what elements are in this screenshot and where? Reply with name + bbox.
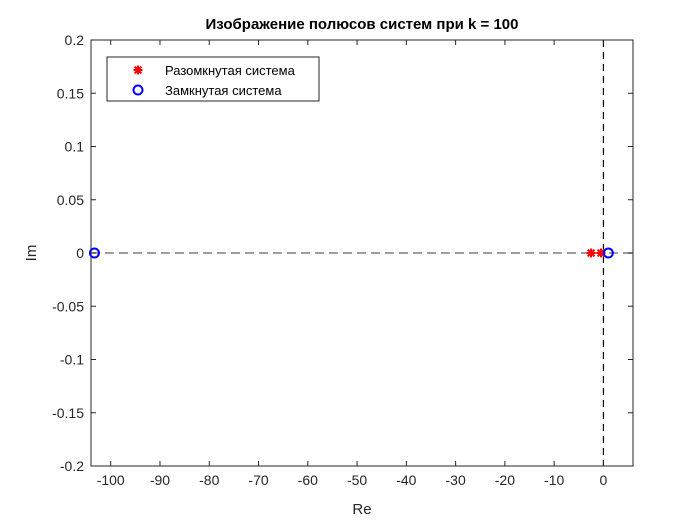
y-tick-label: 0.1 bbox=[65, 139, 85, 155]
x-tick-label: -20 bbox=[495, 472, 515, 488]
legend-marker-open-loop bbox=[133, 65, 143, 75]
legend-label-closed-loop: Замкнутая система bbox=[165, 83, 282, 98]
y-tick-label: -0.15 bbox=[52, 405, 84, 421]
asterisk-stroke bbox=[133, 65, 143, 75]
legend-circle-marker bbox=[132, 84, 144, 96]
x-tick-label: -100 bbox=[97, 472, 125, 488]
chart-title: Изображение полюсов систем при k = 100 bbox=[206, 16, 519, 33]
x-tick-label: -10 bbox=[544, 472, 564, 488]
x-tick-label: -70 bbox=[248, 472, 268, 488]
x-tick-label: -30 bbox=[446, 472, 466, 488]
x-tick-label: -80 bbox=[199, 472, 219, 488]
y-tick-label: 0.2 bbox=[65, 32, 85, 48]
data-marks bbox=[88, 247, 614, 259]
y-tick-label: 0.15 bbox=[57, 85, 84, 101]
legend-marker-closed-loop bbox=[132, 84, 144, 96]
legend-box bbox=[106, 56, 320, 102]
axis-ticks: -100 -90 -80 -70 -60 -50 -40 -30 -20 -10 00.20.150… bbox=[52, 32, 633, 488]
x-tick-label: -40 bbox=[396, 472, 416, 488]
asterisk-stroke bbox=[587, 248, 596, 258]
legend-label-open-loop: Разомкнутая система bbox=[165, 63, 296, 78]
legend: Разомкнутая система Замкнутая система bbox=[106, 56, 320, 102]
legend-asterisk-marker bbox=[133, 65, 143, 75]
x-tick-label: -50 bbox=[347, 472, 367, 488]
asterisk-stroke bbox=[596, 248, 606, 258]
y-tick-label: -0.2 bbox=[60, 458, 84, 474]
x-tick-label: 0 bbox=[600, 472, 608, 488]
y-tick-label: -0.1 bbox=[60, 352, 84, 368]
reference-lines bbox=[91, 40, 633, 466]
x-tick-label: -60 bbox=[298, 472, 318, 488]
y-tick-label: 0.05 bbox=[57, 192, 84, 208]
y-tick-label: 0 bbox=[76, 245, 84, 261]
y-axis-label: Im bbox=[23, 245, 40, 262]
open-loop-pole bbox=[586, 248, 596, 258]
closed-loop-pole bbox=[88, 247, 100, 259]
closed-loop-pole bbox=[602, 247, 614, 259]
y-tick-label: -0.05 bbox=[52, 298, 84, 314]
x-tick-label: -90 bbox=[150, 472, 170, 488]
x-axis-label: Re bbox=[352, 501, 371, 518]
